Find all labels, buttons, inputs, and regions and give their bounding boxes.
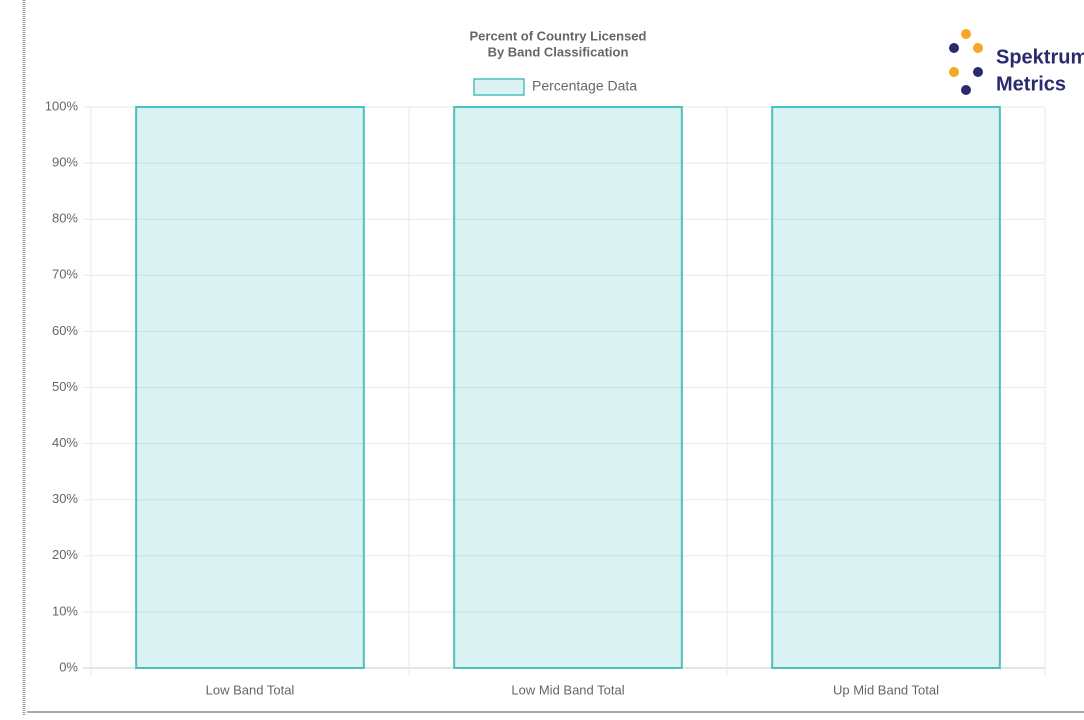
y-tick-label: 80% <box>52 211 78 226</box>
y-tick-label: 40% <box>52 435 78 450</box>
logo-icon <box>949 43 959 53</box>
logo: Spektrum Metrics <box>949 29 1084 95</box>
logo-text: Spektrum <box>996 46 1084 68</box>
bar <box>771 106 1001 669</box>
y-tick-label: 70% <box>52 267 78 282</box>
x-tick-label: Low Band Total <box>206 682 295 697</box>
chart-title: Percent of Country Licensed <box>470 28 647 43</box>
chart-title: By Band Classification <box>488 44 629 59</box>
y-tick-label: 20% <box>52 547 78 562</box>
x-tick-label: Up Mid Band Total <box>833 682 939 697</box>
logo-text: Metrics <box>996 73 1066 95</box>
bar <box>453 106 683 669</box>
y-tick-label: 30% <box>52 491 78 506</box>
y-tick-label: 10% <box>52 603 78 618</box>
logo-icon <box>973 67 983 77</box>
y-tick-label: 50% <box>52 379 78 394</box>
y-tick-label: 60% <box>52 323 78 338</box>
bar <box>135 106 365 669</box>
y-tick-label: 100% <box>45 98 79 113</box>
logo-icon <box>961 29 971 39</box>
y-tick-label: 0% <box>59 659 78 674</box>
logo-icon <box>961 85 971 95</box>
x-tick-label: Low Mid Band Total <box>511 682 624 697</box>
logo-icon <box>973 43 983 53</box>
logo-icon <box>949 67 959 77</box>
legend-swatch <box>473 78 525 96</box>
y-tick-label: 90% <box>52 155 78 170</box>
legend-label: Percentage Data <box>532 78 637 94</box>
